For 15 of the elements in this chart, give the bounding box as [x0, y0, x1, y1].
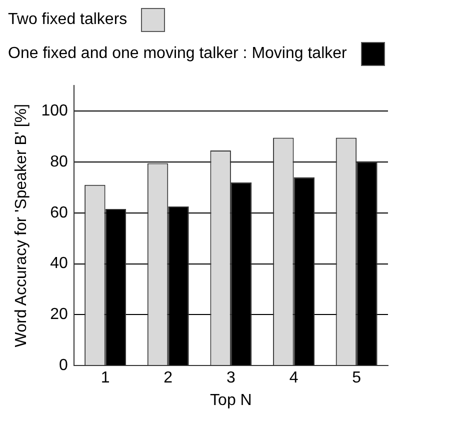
x-tick-label: 1	[100, 370, 110, 387]
y-axis-title: Word Accuracy for 'Speaker B' [%]	[13, 104, 30, 348]
y-tick-label: 60	[50, 204, 68, 222]
y-tick-label: 40	[50, 255, 68, 272]
y-tick-label: 20	[50, 306, 68, 324]
y-tick-label: 0	[58, 357, 68, 374]
x-tick-label: 4	[289, 370, 298, 387]
x-tick-label: 5	[352, 370, 362, 387]
legend-label: Two fixed talkers	[8, 11, 128, 29]
y-tick-label: 100	[41, 102, 68, 120]
x-tick-label: 3	[226, 370, 236, 387]
x-axis-title: Top N	[210, 392, 252, 409]
x-tick-label: 2	[164, 370, 173, 387]
y-tick-label: 80	[50, 153, 68, 170]
legend-label: One fixed and one moving talker : Moving talker	[8, 45, 347, 63]
